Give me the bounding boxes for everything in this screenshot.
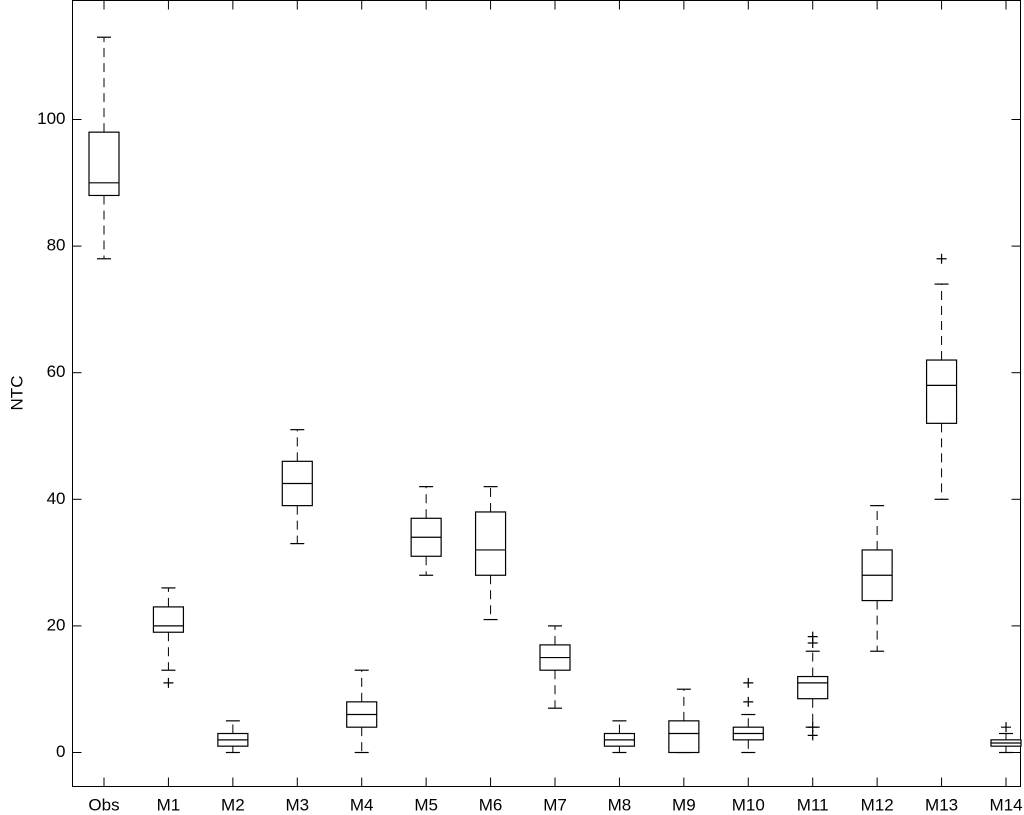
box-obs <box>88 36 120 260</box>
outlier-marker <box>1001 722 1011 733</box>
x-tick-label: M3 <box>285 795 309 814</box>
plot-area <box>72 0 1021 787</box>
x-tick-label: M14 <box>989 795 1022 814</box>
box-m8 <box>603 720 636 754</box>
y-tick-label: 100 <box>37 109 65 128</box>
iqr-box <box>88 131 120 197</box>
x-tick-label: M12 <box>861 795 894 814</box>
x-tick-label: M4 <box>350 795 374 814</box>
box-m9 <box>668 688 700 754</box>
box-m14 <box>990 722 1022 754</box>
iqr-box <box>474 511 507 576</box>
iqr-box <box>797 675 829 700</box>
iqr-box <box>925 359 958 424</box>
x-tick-label: M7 <box>543 795 567 814</box>
x-tick-label: M5 <box>414 795 438 814</box>
x-tick-label: M10 <box>732 795 765 814</box>
box-m3 <box>281 429 313 545</box>
boxes-group <box>88 36 1022 754</box>
outlier-marker <box>163 677 174 688</box>
x-axis: Obs M1 M2 M3 M4 M5 M6 M7 M8 M9 M10 M11 M12 M13 M14 <box>88 0 1023 814</box>
x-tick-label: M9 <box>672 795 696 814</box>
box-m10 <box>732 677 764 754</box>
box-m13 <box>925 253 958 500</box>
box-m7 <box>539 625 571 709</box>
x-tick-label: M2 <box>221 795 245 814</box>
outlier-marker <box>743 677 754 688</box>
box-m12 <box>861 505 893 652</box>
outlier-marker <box>743 696 754 707</box>
y-tick-label: 60 <box>47 362 66 381</box>
y-tick-label: 20 <box>47 615 66 634</box>
x-tick-label: M8 <box>608 795 632 814</box>
box-m1 <box>152 587 185 688</box>
box-m5 <box>410 486 442 576</box>
y-axis-title: NTC <box>7 376 26 411</box>
y-tick-label: 40 <box>47 489 66 508</box>
outlier-marker <box>807 722 818 733</box>
x-tick-label: M1 <box>157 795 181 814</box>
y-tick-label: 80 <box>47 236 66 255</box>
x-tick-label: Obs <box>88 795 119 814</box>
iqr-box <box>668 720 700 754</box>
x-tick-label: M6 <box>479 795 503 814</box>
box-m11 <box>797 631 829 741</box>
x-tick-label: M13 <box>925 795 958 814</box>
outlier-marker <box>807 631 818 642</box>
box-m2 <box>217 720 249 754</box>
iqr-box <box>152 606 185 633</box>
x-tick-label: M11 <box>797 795 829 814</box>
outlier-marker <box>936 253 947 264</box>
y-tick-label: 0 <box>56 742 65 761</box>
box-m6 <box>474 486 507 621</box>
y-axis: 0 20 40 60 80 100 <box>37 109 1021 761</box>
box-m4 <box>346 669 378 754</box>
